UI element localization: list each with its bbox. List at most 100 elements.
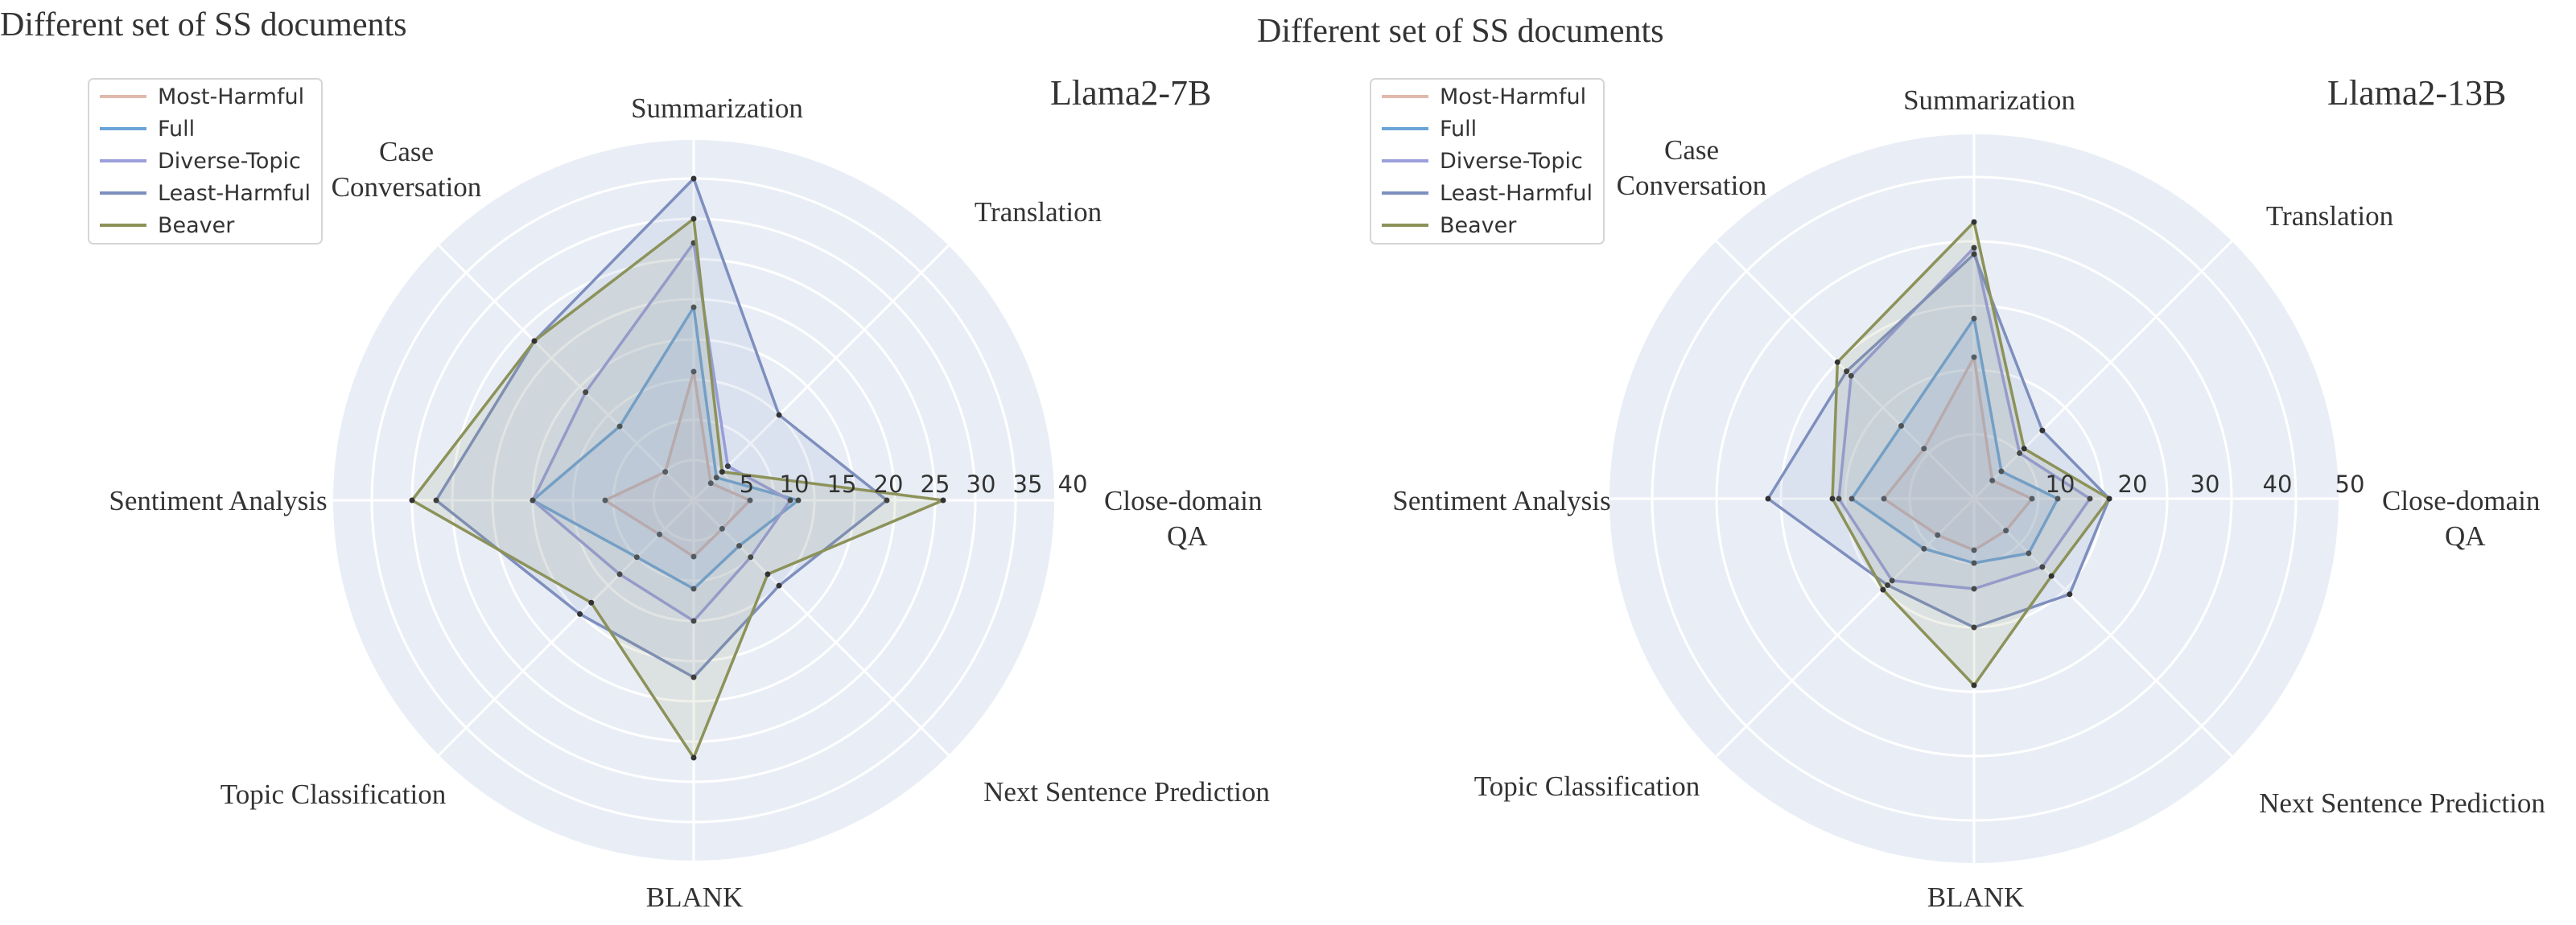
data-point-most-harmful-next-sentence-prediction: [2003, 528, 2009, 534]
data-point-most-harmful-summarization: [690, 368, 697, 375]
radial-tick-label: 20: [874, 471, 904, 498]
data-point-full-summarization: [690, 304, 697, 310]
data-point-diverse-topic-close-domain-qa: [787, 497, 793, 504]
data-point-most-harmful-sentiment-analysis: [1881, 495, 1887, 502]
data-point-least-harmful-topic-classification: [1885, 582, 1891, 588]
data-point-most-harmful-case-conversation: [1921, 446, 1927, 452]
panel-title: Different set of SS documents: [0, 6, 406, 43]
category-label-topic-classification: Topic Classification: [1474, 771, 1700, 802]
legend-frame: [88, 78, 323, 245]
radial-tick-label: 5: [740, 471, 754, 498]
legend-item-most-harmful: Most-Harmful: [100, 84, 304, 109]
data-point-diverse-topic-topic-classification: [1889, 578, 1895, 584]
data-point-diverse-topic-blank: [690, 618, 697, 624]
data-point-most-harmful-topic-classification: [1935, 532, 1941, 538]
spoke-topic-classification: [438, 499, 695, 756]
legend-item-diverse-topic: Diverse-Topic: [1382, 149, 1583, 174]
legend-label: Beaver: [158, 213, 235, 238]
data-point-diverse-topic-close-domain-qa: [2087, 495, 2093, 502]
radar-plot: 10 20 30 40 50 Summarization Translation Close-…: [1370, 78, 2545, 913]
data-point-most-harmful-translation: [707, 480, 714, 487]
legend-item-diverse-topic: Diverse-Topic: [100, 149, 301, 174]
data-point-diverse-topic-translation: [724, 463, 731, 470]
data-point-full-next-sentence-prediction: [2026, 550, 2032, 557]
radar-plot: 5 10 15 20 25 30 35 40 Summarization Translation C…: [88, 78, 1270, 913]
series-beaver: [409, 216, 946, 761]
data-point-full-close-domain-qa: [795, 497, 802, 504]
series-full: [1849, 315, 2061, 566]
model-label: Llama2-13B: [2327, 73, 2506, 113]
spoke-case-conversation: [438, 245, 695, 502]
data-point-full-close-domain-qa: [2055, 495, 2061, 502]
legend-label: Least-Harmful: [1440, 181, 1593, 206]
category-label-close-domain-qa: Close-domain QA: [2382, 485, 2540, 552]
category-label-close-domain-qa: Close-domain QA: [1104, 485, 1262, 552]
category-label-case-conversation: Case Conversation: [1617, 134, 1767, 201]
data-point-least-harmful-next-sentence-prediction: [2067, 591, 2073, 598]
data-point-diverse-topic-sentiment-analysis: [1836, 495, 1842, 502]
data-point-diverse-topic-translation: [2017, 450, 2023, 456]
data-point-diverse-topic-blank: [1971, 586, 1977, 592]
data-point-beaver-close-domain-qa: [940, 497, 946, 504]
legend-item-beaver: Beaver: [1382, 213, 1517, 238]
radial-tick-label: 35: [1013, 471, 1043, 498]
data-point-diverse-topic-case-conversation: [583, 389, 589, 396]
spoke-translation: [1972, 240, 2233, 500]
series-full: [530, 304, 802, 592]
legend-label: Diverse-Topic: [158, 149, 301, 174]
radial-tick-label: 20: [2118, 471, 2148, 498]
data-point-most-harmful-close-domain-qa: [747, 497, 753, 504]
data-point-most-harmful-blank: [690, 553, 697, 560]
spoke-topic-classification: [1715, 497, 1976, 758]
legend-label: Diverse-Topic: [1440, 149, 1583, 174]
data-point-beaver-blank: [690, 754, 697, 761]
series-least-harmful: [433, 175, 890, 680]
legend-label: Full: [158, 117, 195, 142]
category-label-blank: BLANK: [646, 882, 744, 913]
series-most-harmful: [602, 368, 753, 560]
legend: Most-Harmful Full Diverse-Topic Least-Harmf…: [88, 78, 323, 245]
category-label-topic-classification: Topic Classification: [221, 779, 446, 810]
data-point-beaver-case-conversation: [531, 338, 538, 344]
radial-tick-label: 30: [967, 471, 996, 498]
category-label-sentiment-analysis: Sentiment Analysis: [109, 485, 327, 516]
data-point-least-harmful-case-conversation: [1844, 368, 1850, 375]
panel-title: Different set of SS documents: [1257, 13, 1663, 50]
data-point-most-harmful-case-conversation: [662, 469, 669, 475]
data-point-full-translation: [713, 475, 719, 481]
data-point-diverse-topic-summarization: [1971, 245, 1977, 251]
data-point-least-harmful-close-domain-qa: [884, 497, 890, 504]
spoke-next-sentence-prediction: [692, 499, 950, 756]
category-label-next-sentence-prediction: Next Sentence Prediction: [2259, 787, 2545, 819]
radial-tick-label: 10: [2046, 471, 2075, 498]
data-point-least-harmful-topic-classification: [577, 610, 583, 617]
legend-label: Most-Harmful: [158, 84, 304, 109]
data-point-diverse-topic-next-sentence-prediction: [748, 554, 754, 561]
data-point-full-case-conversation: [1898, 422, 1904, 429]
radial-tick-label: 15: [827, 471, 857, 498]
data-point-least-harmful-sentiment-analysis: [433, 497, 439, 504]
data-point-full-sentiment-analysis: [1849, 495, 1855, 502]
data-point-least-harmful-next-sentence-prediction: [776, 582, 782, 589]
legend-frame: [1370, 78, 1605, 245]
legend-label: Least-Harmful: [158, 181, 311, 206]
series-diverse-topic: [530, 240, 793, 624]
data-point-full-topic-classification: [1921, 545, 1927, 552]
category-label-translation: Translation: [2266, 200, 2393, 232]
data-point-most-harmful-summarization: [1971, 354, 1977, 360]
series-most-harmful: [1881, 354, 2035, 553]
data-point-beaver-next-sentence-prediction: [765, 571, 771, 578]
model-label: Llama2-7B: [1050, 73, 1211, 113]
legend-label: Beaver: [1440, 213, 1517, 238]
category-label-case-conversation: Case Conversation: [332, 136, 482, 203]
legend-item-full: Full: [100, 117, 195, 142]
data-point-least-harmful-blank: [690, 674, 697, 680]
data-point-beaver-summarization: [690, 216, 697, 222]
data-point-beaver-translation: [2021, 446, 2027, 452]
data-point-most-harmful-translation: [1989, 477, 1996, 483]
data-point-beaver-case-conversation: [1834, 359, 1840, 365]
data-point-beaver-summarization: [1971, 219, 1977, 225]
data-point-diverse-topic-next-sentence-prediction: [2039, 564, 2046, 570]
data-point-most-harmful-sentiment-analysis: [602, 497, 608, 504]
data-point-full-case-conversation: [616, 423, 623, 430]
